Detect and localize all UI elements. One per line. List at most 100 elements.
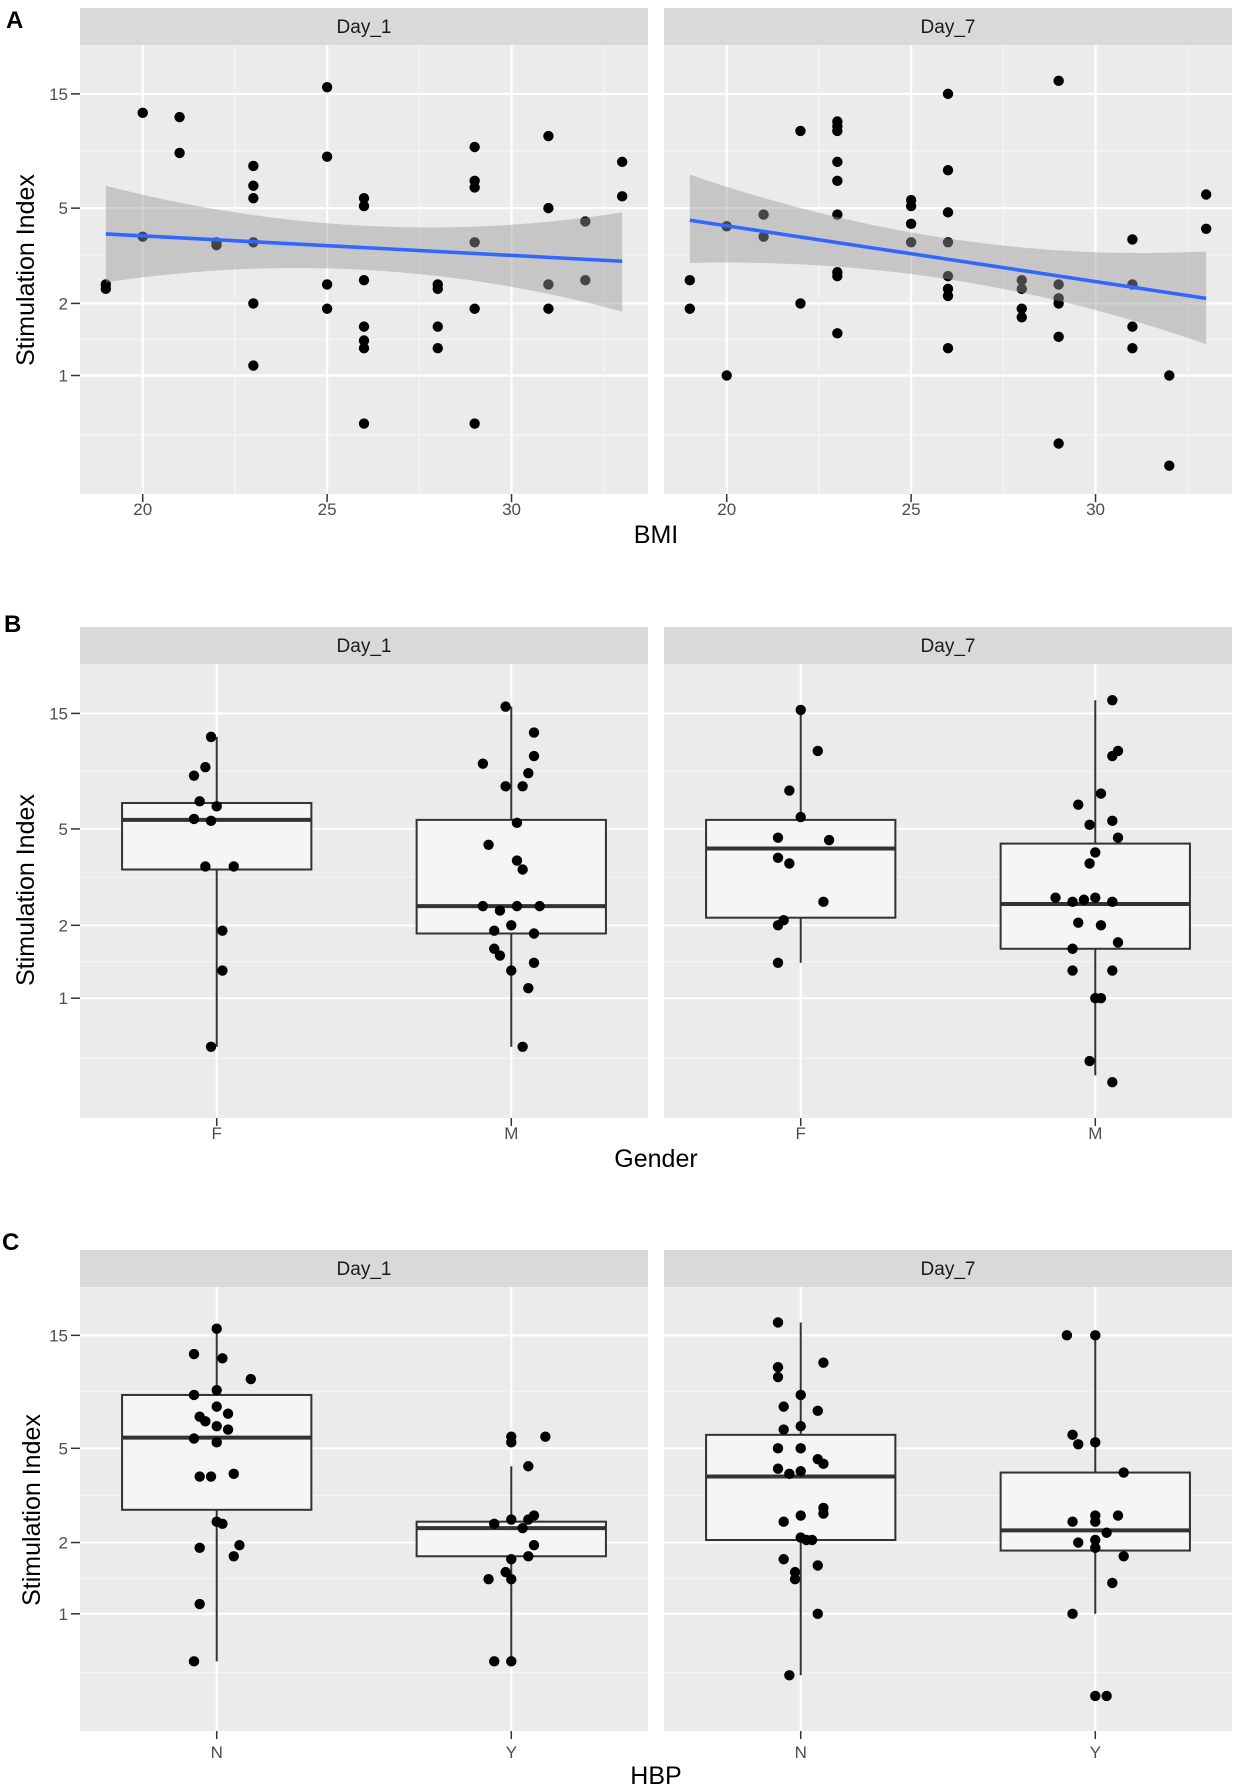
box-iqr <box>415 818 607 935</box>
data-point <box>832 209 843 220</box>
facet-strip-label: Day_1 <box>337 17 392 38</box>
data-point <box>1127 321 1138 332</box>
data-point <box>511 900 523 912</box>
data-point <box>500 1566 511 1578</box>
y-tick-label: 2 <box>59 1534 68 1553</box>
data-point <box>812 1608 823 1620</box>
data-point <box>772 852 784 864</box>
data-point <box>1107 695 1118 706</box>
data-point <box>778 1554 789 1565</box>
data-point <box>778 1424 789 1435</box>
data-point <box>795 1389 806 1401</box>
data-point <box>469 303 480 314</box>
data-point <box>248 180 259 191</box>
data-point <box>942 207 954 218</box>
data-point <box>772 1317 784 1328</box>
data-point <box>832 156 843 168</box>
x-tick-label: N <box>795 1743 807 1762</box>
data-point <box>211 1401 222 1412</box>
data-point <box>795 1420 806 1432</box>
box-iqr <box>121 801 313 871</box>
data-point <box>1200 223 1212 234</box>
data-point <box>528 957 540 969</box>
data-point <box>1050 892 1061 903</box>
data-point <box>778 1401 789 1412</box>
data-point <box>228 1551 239 1562</box>
data-point <box>228 1468 239 1480</box>
data-point <box>795 125 806 137</box>
data-point <box>248 193 259 204</box>
data-point <box>1061 1330 1073 1341</box>
data-point <box>528 750 540 762</box>
data-point <box>795 1443 806 1454</box>
data-point <box>1078 894 1090 905</box>
data-point <box>1016 283 1027 295</box>
data-point <box>1084 1055 1095 1067</box>
data-point <box>832 125 843 137</box>
data-point <box>616 156 628 168</box>
data-point <box>245 1373 256 1385</box>
data-point <box>234 1539 245 1551</box>
data-point <box>194 796 205 807</box>
facet-strip <box>664 627 1232 664</box>
facet-strip-label: Day_7 <box>921 1259 976 1280</box>
data-point <box>832 270 843 282</box>
facet-strip <box>80 627 648 664</box>
data-point <box>358 321 370 332</box>
data-point <box>543 303 554 314</box>
data-point <box>758 209 769 220</box>
y-axis-title: Stimulation Index <box>12 174 40 366</box>
data-point <box>1107 965 1118 976</box>
data-point <box>506 1514 517 1525</box>
data-point <box>784 1670 795 1681</box>
x-tick-label: 25 <box>318 500 337 519</box>
data-point <box>188 813 200 825</box>
data-point <box>832 328 843 339</box>
data-point <box>1084 858 1095 869</box>
data-point <box>248 298 259 309</box>
x-tick-label: Y <box>1090 1743 1101 1762</box>
data-point <box>469 418 480 429</box>
data-point <box>489 1518 500 1529</box>
data-point <box>942 165 954 176</box>
panel-label: B <box>4 611 21 638</box>
data-point <box>205 1041 217 1052</box>
data-point <box>1112 1510 1124 1521</box>
facet-panel: Day_1 <box>80 8 648 494</box>
data-point <box>321 303 333 314</box>
data-point <box>1053 331 1064 343</box>
data-point <box>489 1656 500 1667</box>
data-point <box>511 817 523 829</box>
data-point <box>1090 1542 1101 1554</box>
data-point <box>784 1468 795 1480</box>
data-point <box>200 861 211 872</box>
facet-strip-label: Day_1 <box>337 636 392 657</box>
data-point <box>222 1408 234 1419</box>
data-point <box>543 279 554 290</box>
x-axis-title: Gender <box>614 1145 697 1173</box>
data-point <box>1090 1516 1101 1527</box>
data-point <box>1095 788 1107 799</box>
data-point <box>778 1516 789 1527</box>
data-point <box>523 1461 534 1472</box>
x-tick-label: 20 <box>133 500 152 519</box>
data-point <box>137 107 148 119</box>
data-point <box>217 925 228 936</box>
data-point <box>905 200 917 212</box>
data-point <box>1067 1608 1078 1620</box>
data-point <box>721 370 732 381</box>
y-axis-title: Stimulation Index <box>18 1414 46 1606</box>
facet-strip <box>664 8 1232 45</box>
data-point <box>1090 892 1101 903</box>
data-point <box>1073 917 1084 928</box>
x-tick-label: N <box>211 1743 223 1762</box>
data-point <box>523 1551 534 1562</box>
data-point <box>795 298 806 309</box>
data-point <box>942 237 954 248</box>
data-point <box>1067 1429 1078 1441</box>
x-tick-label: 30 <box>502 500 521 519</box>
data-point <box>616 191 628 202</box>
data-point <box>543 202 554 214</box>
y-tick-label: 5 <box>59 820 68 839</box>
data-point <box>432 321 443 332</box>
